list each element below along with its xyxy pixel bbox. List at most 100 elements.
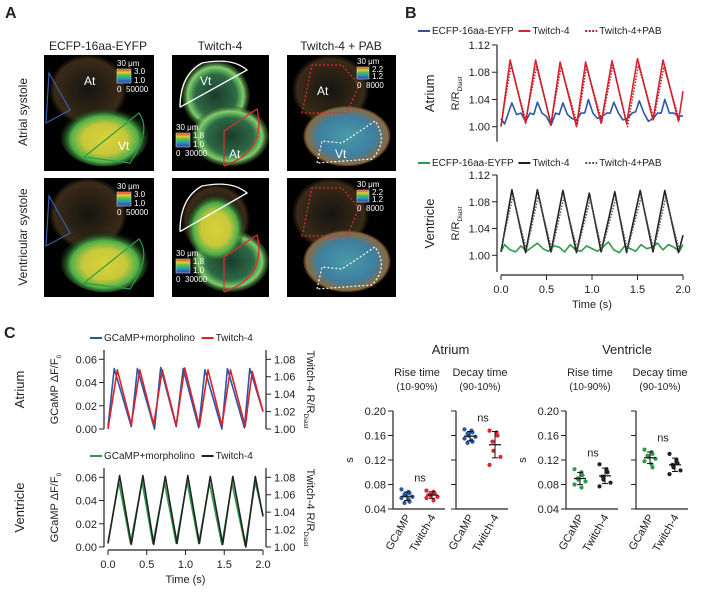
colorbar-ratio-max: 1.8: [193, 131, 205, 140]
plot-title: Decay time: [632, 367, 687, 379]
x-axis-label: Time (s): [166, 574, 206, 586]
data-point: [435, 494, 440, 499]
region-label-atrium: At: [229, 147, 241, 161]
colorbar-intensity-min: 0: [176, 275, 181, 284]
legend-label: Twitch-4: [532, 158, 570, 169]
region-label-ventricle: Vt: [335, 147, 347, 161]
colorbar: [116, 68, 132, 84]
y2-tick-label: 1.00: [274, 542, 295, 554]
data-point: [498, 454, 503, 460]
plot-subtitle: (90-10%): [459, 382, 500, 393]
y-tick-label: 1.12: [469, 170, 490, 182]
scale-bar-label: 30 μm: [117, 182, 140, 191]
heart-chamber-ventricle: [186, 192, 245, 259]
y-tick-label: 0.04: [365, 504, 386, 516]
y-tick-label: 0.08: [538, 480, 559, 492]
row-label-ventricular-systole: Ventricular systole: [16, 188, 30, 286]
y-tick-label: 1.12: [469, 40, 490, 52]
chart-b_atrium: 1.00 1.04 1.08 1.12 R/RDiast Atrium ECFP-16aa-…: [418, 26, 684, 142]
y2-tick-label: 1.04: [274, 507, 295, 519]
y-axis-label: s: [517, 457, 529, 463]
y2-tick-label: 1.08: [274, 354, 295, 366]
roi-atrium: [45, 193, 71, 248]
data-point: [495, 433, 500, 438]
colorbar-ratio-max: 3.0: [134, 190, 146, 199]
y-tick-label: 1.04: [469, 94, 490, 106]
y-tick-label: 0.08: [365, 480, 386, 492]
data-point: [470, 430, 475, 435]
colorbar-intensity-min: 0: [176, 149, 181, 158]
column-title-ecfp: ECFP-16aa-EYFP: [49, 39, 147, 53]
panel-label-c: C: [4, 325, 16, 342]
y-axis-label: GCaMP ΔF/F0: [49, 354, 63, 424]
panel-b: 1.00 1.04 1.08 1.12 R/RDiast Atrium ECFP-16aa-…: [418, 26, 691, 311]
y-tick-label: 0.16: [538, 431, 559, 443]
image-0-0: At Vt 30 μm3.01.0 0 50000: [44, 55, 154, 171]
y2-tick-label: 1.02: [274, 407, 295, 419]
data-point: [650, 451, 655, 456]
significance-label: ns: [414, 472, 426, 484]
region-label-atrium: At: [84, 74, 96, 88]
legend-label: GCaMP+morpholino: [104, 451, 195, 462]
x-tick-label: 0.5: [139, 559, 154, 571]
legend-label: Twitch-4: [532, 26, 570, 37]
row-label-atrial-systole: Atrial systole: [16, 78, 30, 146]
colorbar-ratio-max: 2.2: [372, 65, 384, 74]
roi-atrium: [301, 64, 360, 114]
group-title: Atrium: [432, 342, 470, 357]
y-tick-label: 0.04: [76, 496, 97, 508]
y-tick-label: 1.00: [469, 122, 490, 134]
x-tick-label: 2.0: [675, 284, 690, 296]
colorbar-intensity-max: 30000: [185, 149, 208, 158]
group-ventricle: Ventricle Rise time (10-90%) 0.04 0.08 0.12 0.…: [517, 342, 688, 554]
y-axis-label: GCaMP ΔF/F0: [49, 472, 63, 542]
plot-title: Rise time: [567, 367, 613, 379]
row-label: Ventricle: [422, 199, 437, 249]
plot-title: Decay time: [452, 367, 507, 379]
data-point: [424, 488, 429, 493]
panel-c-kinetics: Atrium Rise time (10-90%) 0.04 0.08 0.12 0.16 0…: [344, 342, 688, 554]
colorbar-ratio-min: 1.0: [134, 199, 146, 208]
colorbar-intensity-min: 0: [117, 85, 122, 94]
colorbar-intensity-max: 50000: [126, 208, 149, 217]
chart-c_atrium: 0.00 0.02 0.04 0.06 1.00 1.02 1.04 1.06 1.08 Twit…: [12, 333, 316, 436]
data-point: [572, 467, 577, 472]
plot-rise-time: Rise time (10-90%) 0.04 0.08 0.12 0.16 0.20 s ns…: [517, 367, 618, 554]
x-tick-label: 1.5: [630, 284, 645, 296]
legend-label: Twitch-4: [216, 451, 254, 462]
series-line: [500, 241, 684, 254]
series-line: [500, 64, 681, 128]
y-tick-label: 0.20: [538, 406, 559, 418]
scale-bar-label: 30 μm: [357, 180, 380, 189]
x-tick-label: 1.0: [584, 284, 599, 296]
x-tick-label: 0.0: [100, 559, 115, 571]
x-tick-label: 0.5: [539, 284, 554, 296]
colorbar: [175, 132, 191, 148]
heart-chamber-lower: [191, 106, 269, 167]
heart-chamber-lower: [303, 106, 391, 167]
colorbar: [116, 191, 132, 207]
data-point: [424, 495, 429, 501]
y-tick-label: 0.02: [76, 519, 97, 531]
colorbar-ratio-min: 1.0: [134, 76, 146, 85]
significance-label: ns: [587, 447, 599, 459]
colorbar-intensity-min: 0: [117, 208, 122, 217]
roi-atrium: [223, 233, 260, 293]
data-point: [580, 473, 585, 478]
y2-tick-label: 1.00: [274, 424, 295, 436]
panel-label-b: B: [405, 5, 417, 22]
data-point: [399, 495, 404, 501]
heart-chamber-lower: [60, 230, 149, 293]
significance-label: ns: [657, 433, 669, 445]
y2-tick-label: 1.08: [274, 472, 295, 484]
y-tick-label: 1.00: [469, 250, 490, 262]
colorbar-ratio-min: 1.0: [193, 266, 205, 275]
plot-title: Rise time: [394, 367, 440, 379]
colorbar-intensity-max: 8000: [366, 204, 384, 213]
plot-subtitle: (90-10%): [639, 382, 680, 393]
scale-bar-label: 30 μm: [176, 249, 199, 258]
colorbar: [356, 66, 370, 80]
heart-chamber-lower: [60, 106, 149, 167]
colorbar-ratio-min: 1.2: [372, 72, 384, 81]
